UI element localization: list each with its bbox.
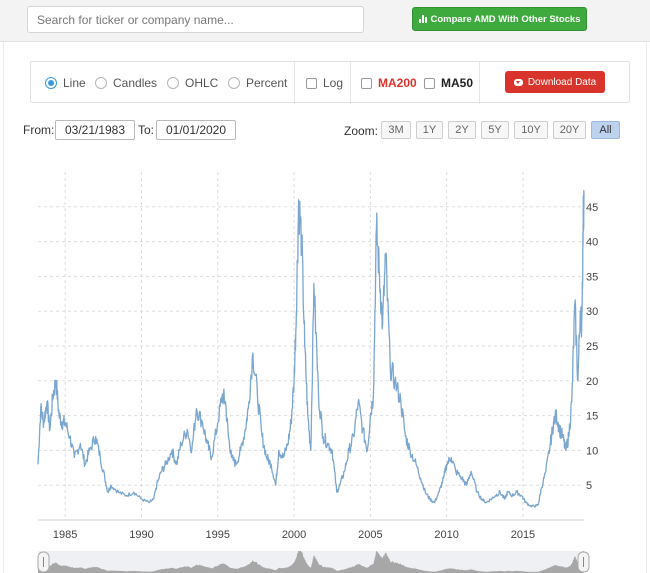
to-label: To: <box>138 123 155 137</box>
navigator[interactable] <box>37 551 590 573</box>
chart-type-ohlc-label: OHLC <box>185 76 219 90</box>
chart-type-candles[interactable]: Candles <box>95 62 157 104</box>
log-label: Log <box>323 76 344 90</box>
x-tick-label: 2000 <box>282 529 306 541</box>
zoom-1y-button[interactable]: 1Y <box>416 121 443 139</box>
y-tick-label: 30 <box>586 306 598 318</box>
to-date-input[interactable] <box>156 120 236 140</box>
y-tick-label: 40 <box>586 237 598 249</box>
radio-line[interactable] <box>45 77 57 89</box>
zoom-3m-button[interactable]: 3M <box>381 121 411 139</box>
chart-type-ohlc[interactable]: OHLC <box>167 62 218 104</box>
navigator-background <box>38 551 584 573</box>
x-tick-label: 2015 <box>511 529 535 541</box>
log-checkbox[interactable] <box>306 77 317 89</box>
divider <box>350 62 351 104</box>
y-tick-label: 35 <box>586 271 598 283</box>
download-data-button[interactable]: Download Data <box>505 71 605 93</box>
compare-stocks-button[interactable]: Compare AMD With Other Stocks <box>412 7 587 31</box>
y-tick-label: 5 <box>586 480 592 492</box>
zoom-all-button[interactable]: All <box>591 121 620 139</box>
zoom-label: Zoom: <box>344 124 379 138</box>
x-tick-label: 1990 <box>129 529 153 541</box>
chart-controls: Line Candles OHLC Percent Log MA200 MA50… <box>30 61 630 104</box>
zoom-2y-button[interactable]: 2Y <box>448 121 476 139</box>
radio-percent[interactable] <box>228 77 240 89</box>
x-tick-label: 2005 <box>358 529 382 541</box>
top-bar: Compare AMD With Other Stocks <box>0 0 650 42</box>
ma200-checkbox[interactable] <box>361 77 372 89</box>
ma50-checkbox[interactable] <box>424 77 435 89</box>
radio-candles[interactable] <box>95 77 107 89</box>
chart-type-line[interactable]: Line <box>45 62 86 104</box>
chart-type-percent[interactable]: Percent <box>228 62 287 104</box>
download-data-label: Download Data <box>527 76 597 88</box>
x-tick-label: 2010 <box>434 529 458 541</box>
y-tick-label: 10 <box>586 445 598 457</box>
bar-chart-icon <box>418 15 427 23</box>
from-label: From: <box>23 123 55 137</box>
divider <box>479 62 480 104</box>
chart-panel <box>3 42 647 573</box>
x-tick-label: 1995 <box>206 529 230 541</box>
compare-stocks-label: Compare AMD With Other Stocks <box>430 13 581 25</box>
zoom-10y-button[interactable]: 10Y <box>514 121 548 139</box>
price-series-line[interactable] <box>37 190 585 508</box>
y-tick-label: 25 <box>586 341 598 353</box>
chart-type-line-label: Line <box>63 76 86 90</box>
ma50-label: MA50 <box>441 76 474 90</box>
ma200-label: MA200 <box>378 76 417 90</box>
zoom-5y-button[interactable]: 5Y <box>481 121 509 139</box>
y-tick-label: 15 <box>586 411 598 423</box>
navigator-series <box>38 551 584 573</box>
from-date-input[interactable] <box>55 120 135 140</box>
divider <box>294 62 295 104</box>
chart-type-candles-label: Candles <box>113 76 158 90</box>
zoom-20y-button[interactable]: 20Y <box>553 121 586 139</box>
x-tick-label: 1985 <box>53 529 77 541</box>
radio-ohlc[interactable] <box>167 77 179 89</box>
log-toggle[interactable]: Log <box>306 62 343 104</box>
cloud-download-icon <box>513 78 523 86</box>
y-tick-label: 20 <box>586 376 598 388</box>
search-input[interactable] <box>27 6 364 33</box>
ma200-toggle[interactable]: MA200 <box>361 62 417 104</box>
y-tick-label: 45 <box>586 202 598 214</box>
chart-type-percent-label: Percent <box>246 76 288 90</box>
ma50-toggle[interactable]: MA50 <box>424 62 473 104</box>
